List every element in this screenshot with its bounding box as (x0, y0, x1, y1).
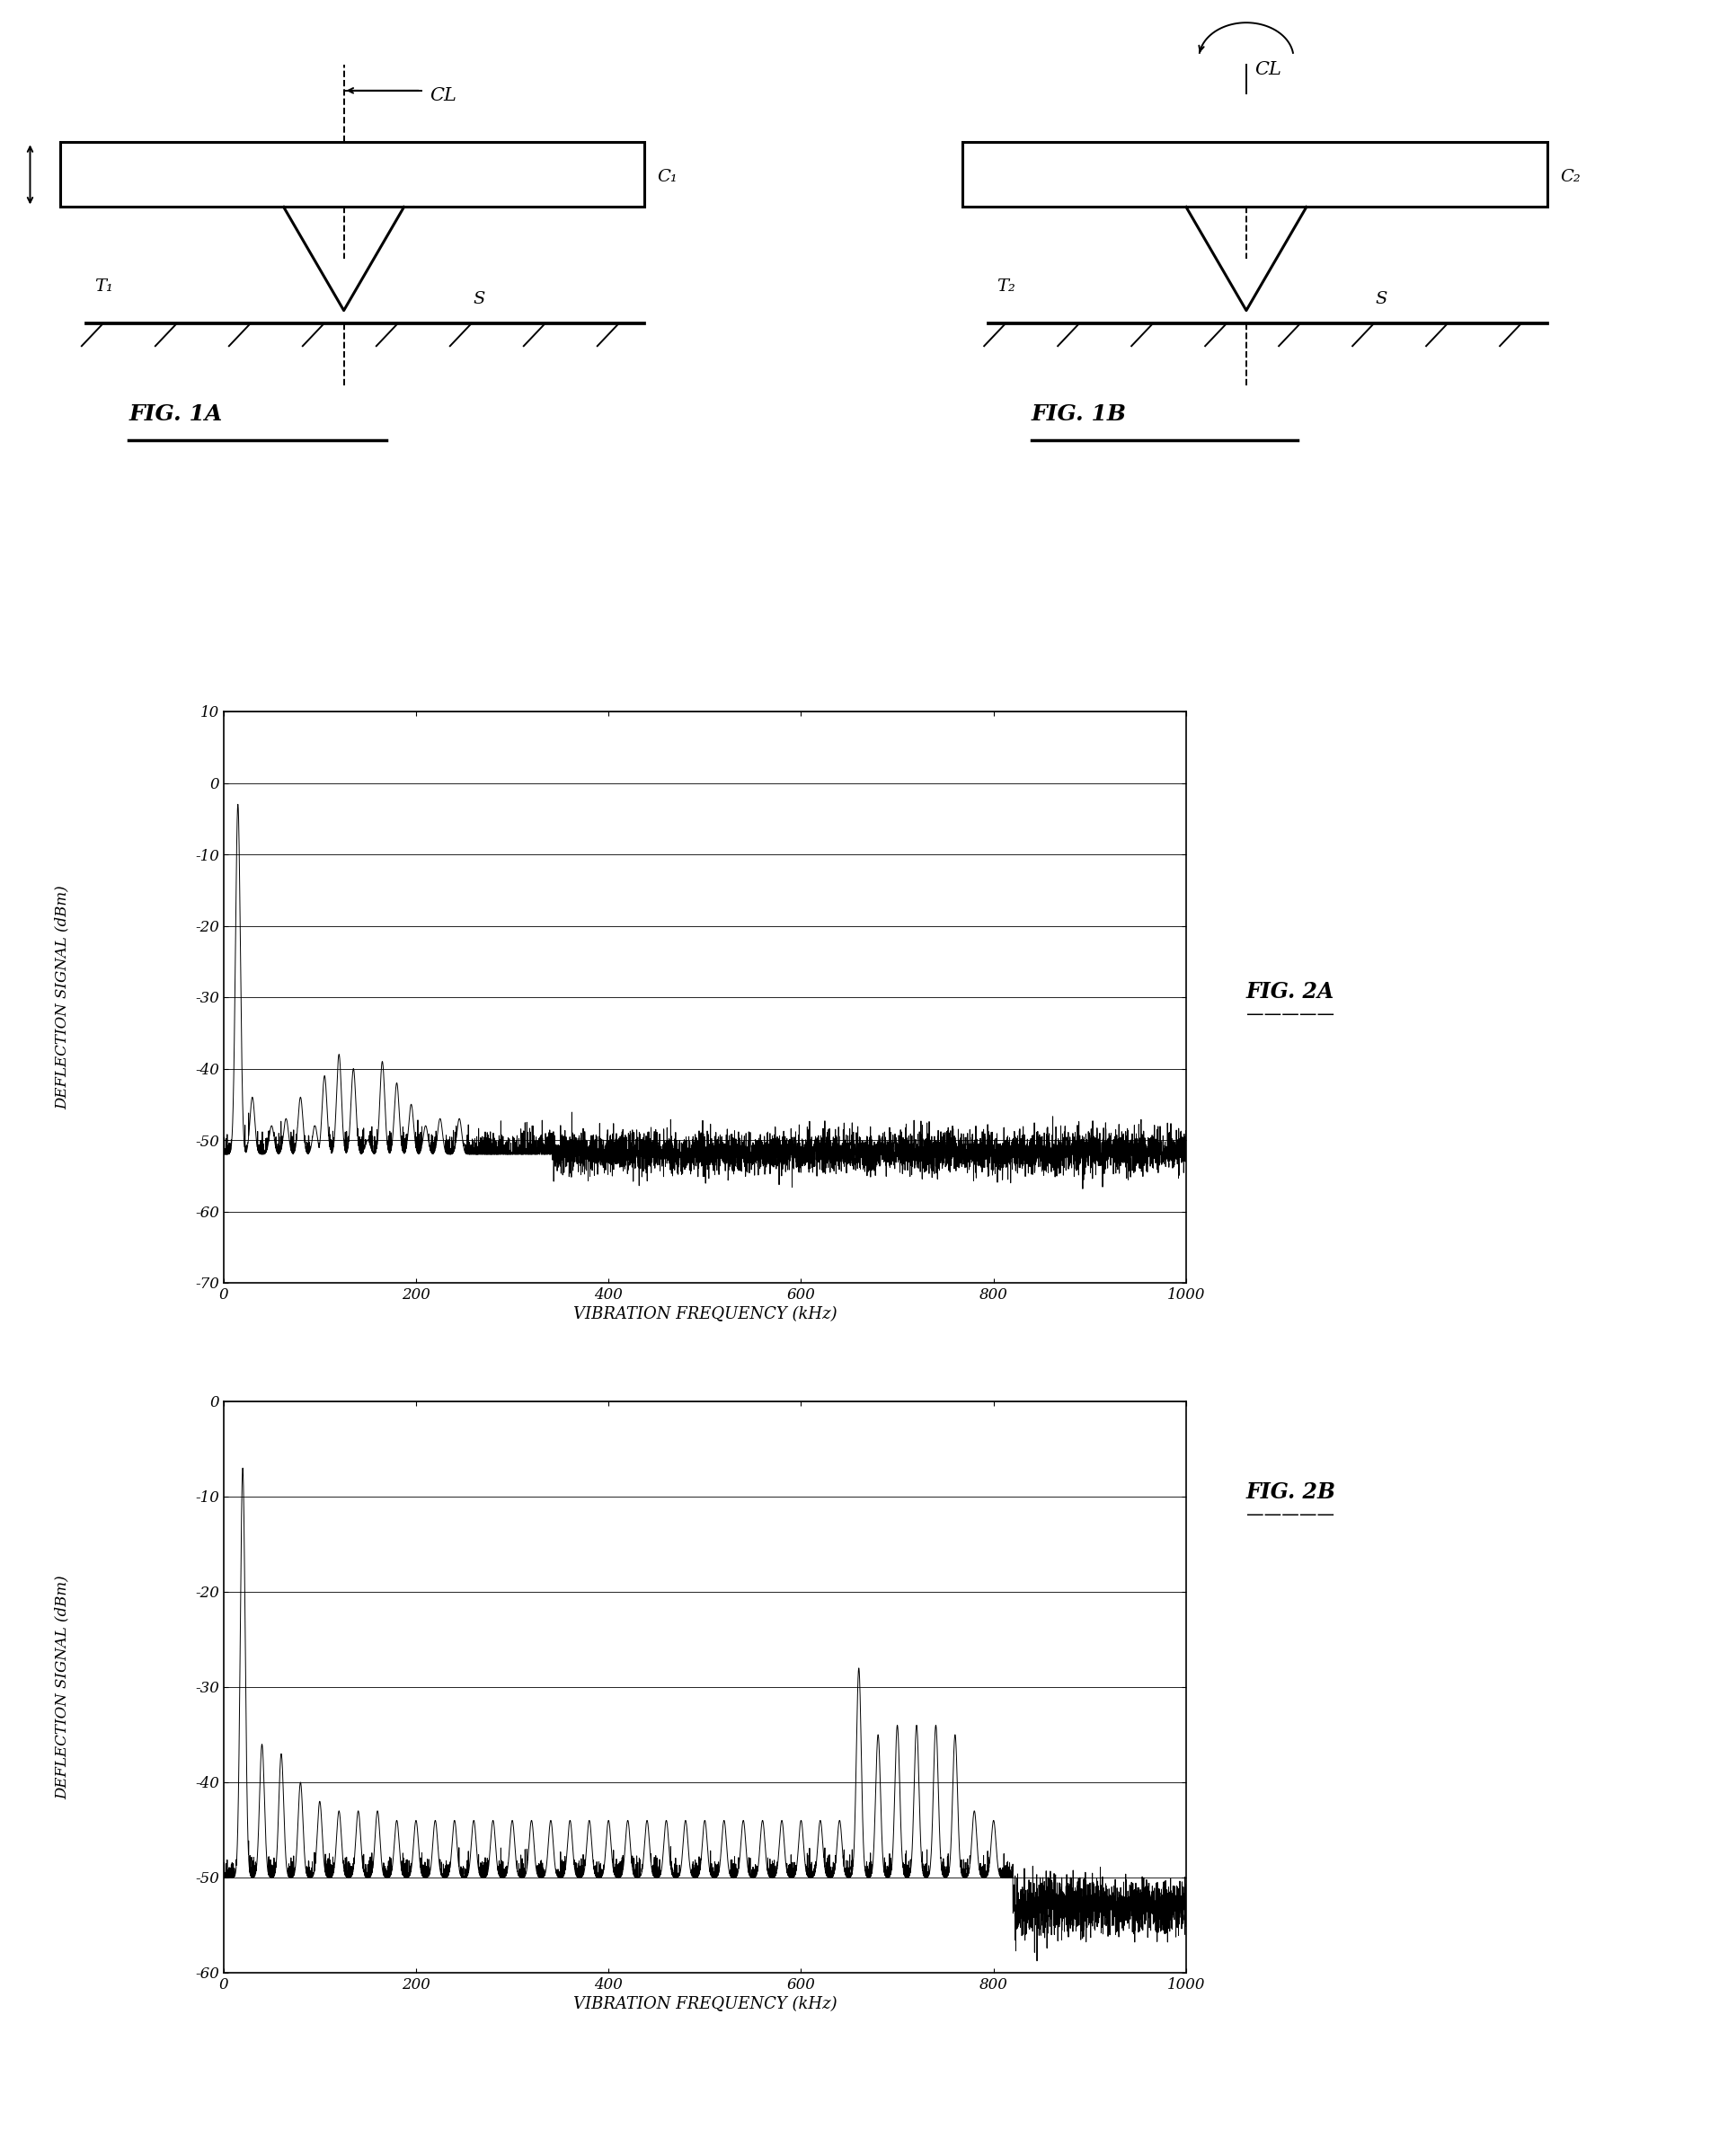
Text: —————: ————— (1246, 1507, 1334, 1524)
Text: T₂: T₂ (997, 278, 1016, 295)
Text: C₁: C₁ (657, 168, 677, 185)
Text: FIG. 1A: FIG. 1A (129, 403, 222, 425)
Text: FIG. 1B: FIG. 1B (1031, 403, 1126, 425)
Text: —————: ————— (1246, 1007, 1334, 1024)
Text: C₂: C₂ (1559, 168, 1580, 185)
Text: FIG. 2B: FIG. 2B (1246, 1481, 1336, 1503)
Text: CL: CL (430, 86, 457, 103)
Text: FIG. 2A: FIG. 2A (1246, 981, 1334, 1003)
Y-axis label: DEFLECTION SIGNAL (dBm): DEFLECTION SIGNAL (dBm) (55, 884, 69, 1110)
Bar (60, 142, 645, 207)
Text: CL: CL (1255, 60, 1282, 78)
Text: T₁: T₁ (95, 278, 113, 295)
X-axis label: VIBRATION FREQUENCY (kHz): VIBRATION FREQUENCY (kHz) (572, 1307, 837, 1322)
X-axis label: VIBRATION FREQUENCY (kHz): VIBRATION FREQUENCY (kHz) (572, 1996, 837, 2012)
Bar (963, 142, 1547, 207)
Text: S: S (473, 291, 485, 308)
Text: S: S (1375, 291, 1387, 308)
Y-axis label: DEFLECTION SIGNAL (dBm): DEFLECTION SIGNAL (dBm) (55, 1574, 69, 1800)
